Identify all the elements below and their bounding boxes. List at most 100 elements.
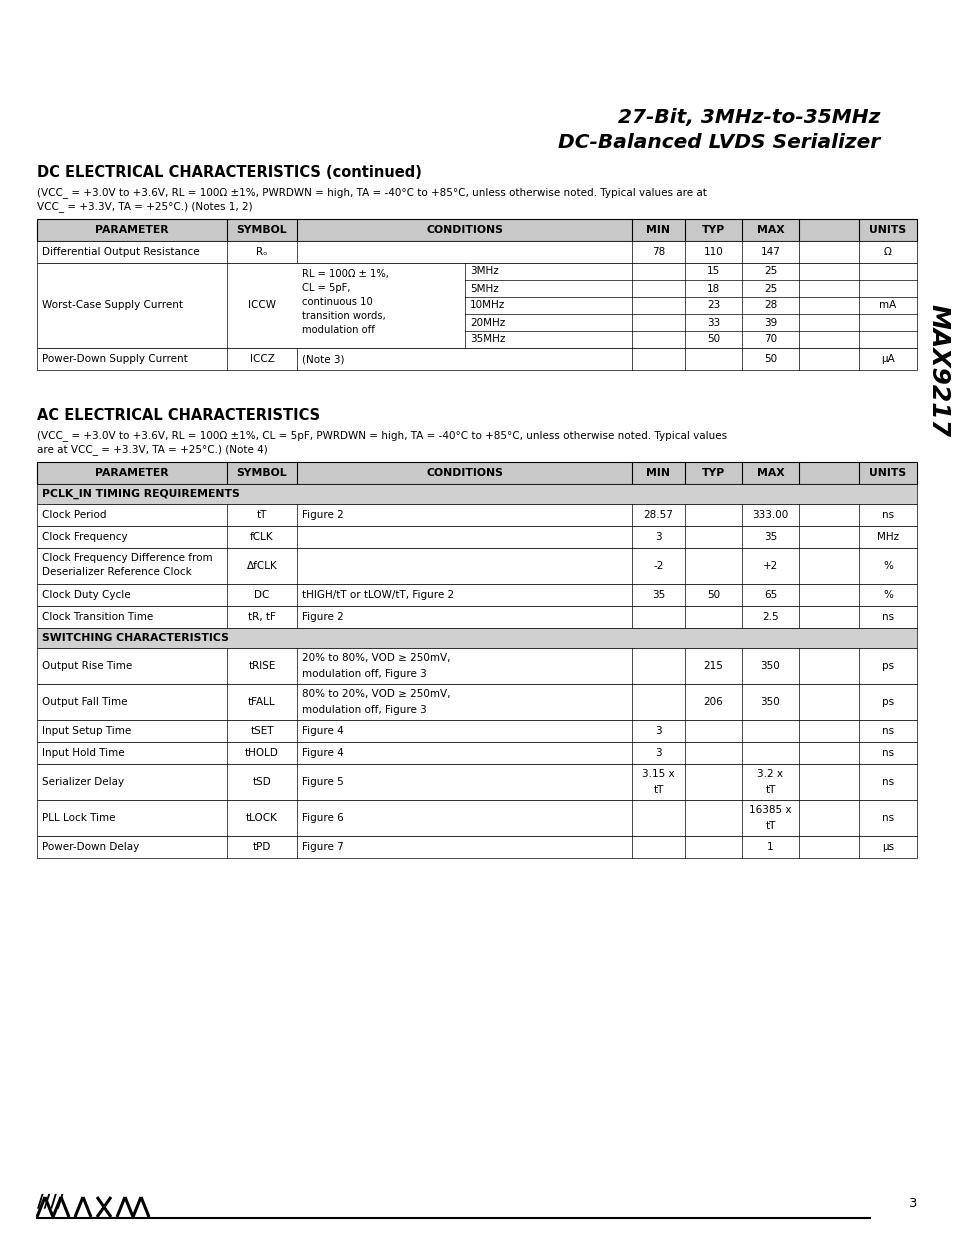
- Text: PARAMETER: PARAMETER: [95, 468, 169, 478]
- Text: 2.5: 2.5: [761, 613, 778, 622]
- Text: TYP: TYP: [701, 225, 724, 235]
- Text: ps: ps: [881, 661, 893, 671]
- Text: 3: 3: [907, 1197, 916, 1210]
- Bar: [37, 684, 916, 720]
- Text: 206: 206: [703, 697, 722, 706]
- Text: Serializer Delay: Serializer Delay: [42, 777, 124, 787]
- Text: 25: 25: [763, 267, 777, 277]
- Text: modulation off, Figure 3: modulation off, Figure 3: [302, 669, 426, 679]
- Text: 50: 50: [763, 354, 777, 364]
- Text: RL = 100Ω ± 1%,: RL = 100Ω ± 1%,: [302, 269, 389, 279]
- Text: SWITCHING CHARACTERISTICS: SWITCHING CHARACTERISTICS: [42, 634, 229, 643]
- Bar: [37, 648, 916, 684]
- Text: fCLK: fCLK: [250, 532, 274, 542]
- Text: Output Fall Time: Output Fall Time: [42, 697, 128, 706]
- Text: 147: 147: [760, 247, 780, 257]
- Text: Power-Down Supply Current: Power-Down Supply Current: [42, 354, 188, 364]
- Text: 65: 65: [763, 590, 777, 600]
- Text: modulation off: modulation off: [302, 325, 375, 335]
- Text: 39: 39: [763, 317, 777, 327]
- Text: μA: μA: [881, 354, 894, 364]
- Text: MIN: MIN: [646, 468, 670, 478]
- Text: VCC_ = +3.3V, TA = +25°C.) (Notes 1, 2): VCC_ = +3.3V, TA = +25°C.) (Notes 1, 2): [37, 201, 253, 212]
- Text: (VCC_ = +3.0V to +3.6V, RL = 100Ω ±1%, PWRDWN = high, TA = -40°C to +85°C, unles: (VCC_ = +3.0V to +3.6V, RL = 100Ω ±1%, P…: [37, 186, 706, 198]
- Text: transition words,: transition words,: [302, 311, 385, 321]
- Text: Input Hold Time: Input Hold Time: [42, 748, 125, 758]
- Text: tFALL: tFALL: [248, 697, 275, 706]
- Text: Figure 2: Figure 2: [302, 613, 343, 622]
- Text: 28.57: 28.57: [643, 510, 673, 520]
- Text: UNITS: UNITS: [868, 468, 905, 478]
- Text: Figure 4: Figure 4: [302, 726, 343, 736]
- Text: 78: 78: [651, 247, 664, 257]
- Text: Worst-Case Supply Current: Worst-Case Supply Current: [42, 300, 183, 310]
- Bar: [37, 504, 916, 526]
- Text: ns: ns: [881, 813, 893, 823]
- Text: Input Setup Time: Input Setup Time: [42, 726, 132, 736]
- Text: 5MHz: 5MHz: [470, 284, 498, 294]
- Text: MHz: MHz: [876, 532, 898, 542]
- Text: tT: tT: [256, 510, 267, 520]
- Bar: [37, 484, 916, 504]
- Text: 18: 18: [706, 284, 720, 294]
- Text: 25: 25: [763, 284, 777, 294]
- Text: ICCZ: ICCZ: [250, 354, 274, 364]
- Bar: [37, 764, 916, 800]
- Text: 35: 35: [763, 532, 777, 542]
- Text: DC-Balanced LVDS Serializer: DC-Balanced LVDS Serializer: [558, 133, 879, 152]
- Text: -2: -2: [653, 561, 663, 571]
- Text: 110: 110: [703, 247, 722, 257]
- Bar: [37, 742, 916, 764]
- Text: 16385 x: 16385 x: [748, 805, 791, 815]
- Text: 35: 35: [651, 590, 664, 600]
- Text: ns: ns: [881, 613, 893, 622]
- Text: 15: 15: [706, 267, 720, 277]
- Text: tR, tF: tR, tF: [248, 613, 275, 622]
- Text: 35MHz: 35MHz: [470, 335, 505, 345]
- Text: tSET: tSET: [250, 726, 274, 736]
- Text: DC: DC: [254, 590, 270, 600]
- Bar: [37, 584, 916, 606]
- Bar: [37, 720, 916, 742]
- Bar: [37, 241, 916, 263]
- Text: (Note 3): (Note 3): [302, 354, 344, 364]
- Text: ns: ns: [881, 777, 893, 787]
- Text: 3: 3: [655, 726, 661, 736]
- Text: modulation off, Figure 3: modulation off, Figure 3: [302, 705, 426, 715]
- Text: tSD: tSD: [253, 777, 271, 787]
- Bar: [37, 219, 916, 241]
- Text: tT: tT: [764, 821, 775, 831]
- Text: Figure 2: Figure 2: [302, 510, 343, 520]
- Bar: [37, 629, 916, 648]
- Text: 28: 28: [763, 300, 777, 310]
- Text: DC ELECTRICAL CHARACTERISTICS (continued): DC ELECTRICAL CHARACTERISTICS (continued…: [37, 165, 421, 180]
- Text: TYP: TYP: [701, 468, 724, 478]
- Text: tRISE: tRISE: [248, 661, 275, 671]
- Text: Figure 4: Figure 4: [302, 748, 343, 758]
- Text: 3.15 x: 3.15 x: [641, 769, 674, 779]
- Text: 20MHz: 20MHz: [470, 317, 505, 327]
- Text: 70: 70: [763, 335, 777, 345]
- Text: 27-Bit, 3MHz-to-35MHz: 27-Bit, 3MHz-to-35MHz: [617, 107, 879, 127]
- Text: 3: 3: [655, 748, 661, 758]
- Bar: [37, 548, 916, 584]
- Text: ns: ns: [881, 510, 893, 520]
- Text: 350: 350: [760, 697, 780, 706]
- Text: Differential Output Resistance: Differential Output Resistance: [42, 247, 199, 257]
- Text: 350: 350: [760, 661, 780, 671]
- Text: 33: 33: [706, 317, 720, 327]
- Text: CONDITIONS: CONDITIONS: [426, 468, 502, 478]
- Text: 20% to 80%, VOD ≥ 250mV,: 20% to 80%, VOD ≥ 250mV,: [302, 653, 450, 663]
- Bar: [37, 836, 916, 858]
- Text: MAX: MAX: [756, 225, 783, 235]
- Text: ∕∕∕∕: ∕∕∕∕: [37, 1192, 64, 1210]
- Text: 215: 215: [702, 661, 722, 671]
- Text: SYMBOL: SYMBOL: [236, 468, 287, 478]
- Bar: [37, 348, 916, 370]
- Bar: [37, 526, 916, 548]
- Text: CONDITIONS: CONDITIONS: [426, 225, 502, 235]
- Bar: [37, 263, 916, 348]
- Text: PARAMETER: PARAMETER: [95, 225, 169, 235]
- Text: 1: 1: [766, 842, 773, 852]
- Text: MAX: MAX: [756, 468, 783, 478]
